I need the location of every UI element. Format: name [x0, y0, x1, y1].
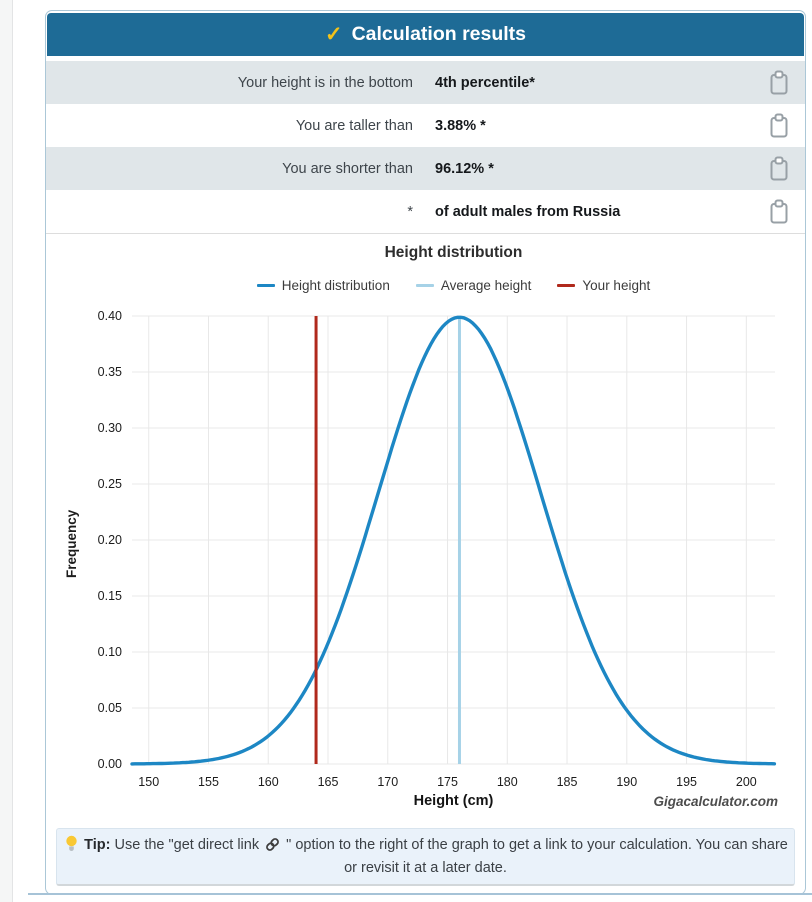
legend-item-height-distribution: Height distribution [256, 278, 390, 293]
row-value: 4th percentile* [435, 74, 535, 91]
legend-dash-icon [415, 283, 434, 288]
next-section-top-edge [28, 893, 812, 895]
svg-text:180: 180 [497, 775, 518, 789]
lightbulb-icon [66, 835, 77, 851]
row-value: of adult males from Russia [435, 203, 621, 220]
row-label: * [407, 203, 413, 220]
results-title: Calculation results [351, 23, 527, 45]
svg-text:0.40: 0.40 [98, 309, 122, 323]
clipboard-icon [770, 113, 788, 137]
legend-dash-icon [256, 283, 275, 288]
page-left-margin [0, 0, 13, 902]
copy-button[interactable] [768, 156, 790, 182]
chart-panel: Height distribution Height distribution … [46, 234, 805, 826]
svg-text:0.05: 0.05 [98, 701, 122, 715]
svg-text:0.00: 0.00 [98, 757, 122, 771]
results-table: Your height is in the bottom 4th percent… [46, 61, 805, 233]
row-separator [46, 233, 805, 234]
clipboard-icon [770, 156, 788, 180]
svg-text:155: 155 [198, 775, 219, 789]
result-row-taller: You are taller than 3.88% * [46, 104, 805, 147]
svg-text:0.15: 0.15 [98, 589, 122, 603]
watermark: Gigacalculator.com [653, 794, 778, 809]
link-icon [266, 837, 280, 851]
legend-label: Your height [582, 278, 651, 293]
svg-text:0.30: 0.30 [98, 421, 122, 435]
clipboard-icon [770, 70, 788, 94]
svg-text:170: 170 [377, 775, 398, 789]
x-axis-label: Height (cm) [413, 793, 494, 809]
tip-text: Tip: Use the "get direct link " option t… [61, 834, 791, 880]
tip-text-before: Use the "get direct link [114, 836, 260, 853]
result-row-shorter: You are shorter than 96.12% * [46, 147, 805, 190]
chart-legend: Height distribution Average height Your … [132, 278, 775, 293]
svg-text:195: 195 [676, 775, 697, 789]
svg-text:0.25: 0.25 [98, 477, 122, 491]
svg-text:0.20: 0.20 [98, 533, 122, 547]
result-row-percentile: Your height is in the bottom 4th percent… [46, 61, 805, 104]
legend-label: Average height [440, 278, 532, 293]
result-row-population: * of adult males from Russia [46, 190, 805, 233]
copy-button[interactable] [768, 70, 790, 96]
clipboard-icon [770, 199, 788, 223]
tip-box: Tip: Use the "get direct link " option t… [56, 828, 795, 886]
legend-label: Height distribution [281, 278, 390, 293]
row-value: 96.12% * [435, 160, 494, 177]
results-card: ✓ Calculation results Your height is in … [45, 10, 806, 895]
svg-text:150: 150 [138, 775, 159, 789]
y-axis-label: Frequency [64, 509, 79, 579]
tip-label: Tip: [84, 836, 111, 853]
chart-title: Height distribution [384, 244, 523, 261]
row-label: You are taller than [295, 117, 413, 134]
svg-text:160: 160 [258, 775, 279, 789]
distribution-plot: 150 155 160 165 170 175 180 185 190 195 200 0.00 0.0… [98, 309, 777, 789]
copy-button[interactable] [768, 199, 790, 225]
svg-text:200: 200 [736, 775, 757, 789]
svg-text:175: 175 [437, 775, 458, 789]
row-label: You are shorter than [282, 160, 413, 177]
svg-text:190: 190 [616, 775, 637, 789]
tip-text-after: " option to the right of the graph to ge… [286, 836, 788, 876]
row-value: 3.88% * [435, 117, 486, 134]
svg-text:165: 165 [318, 775, 339, 789]
svg-text:185: 185 [557, 775, 578, 789]
svg-text:0.35: 0.35 [98, 365, 122, 379]
legend-item-your-height: Your height [557, 278, 650, 293]
legend-dash-icon [557, 283, 576, 288]
copy-button[interactable] [768, 113, 790, 139]
legend-item-average-height: Average height [415, 278, 532, 293]
svg-text:0.10: 0.10 [98, 645, 122, 659]
results-header: ✓ Calculation results [47, 13, 804, 56]
row-label: Your height is in the bottom [237, 74, 413, 91]
check-icon: ✓ [324, 23, 343, 46]
